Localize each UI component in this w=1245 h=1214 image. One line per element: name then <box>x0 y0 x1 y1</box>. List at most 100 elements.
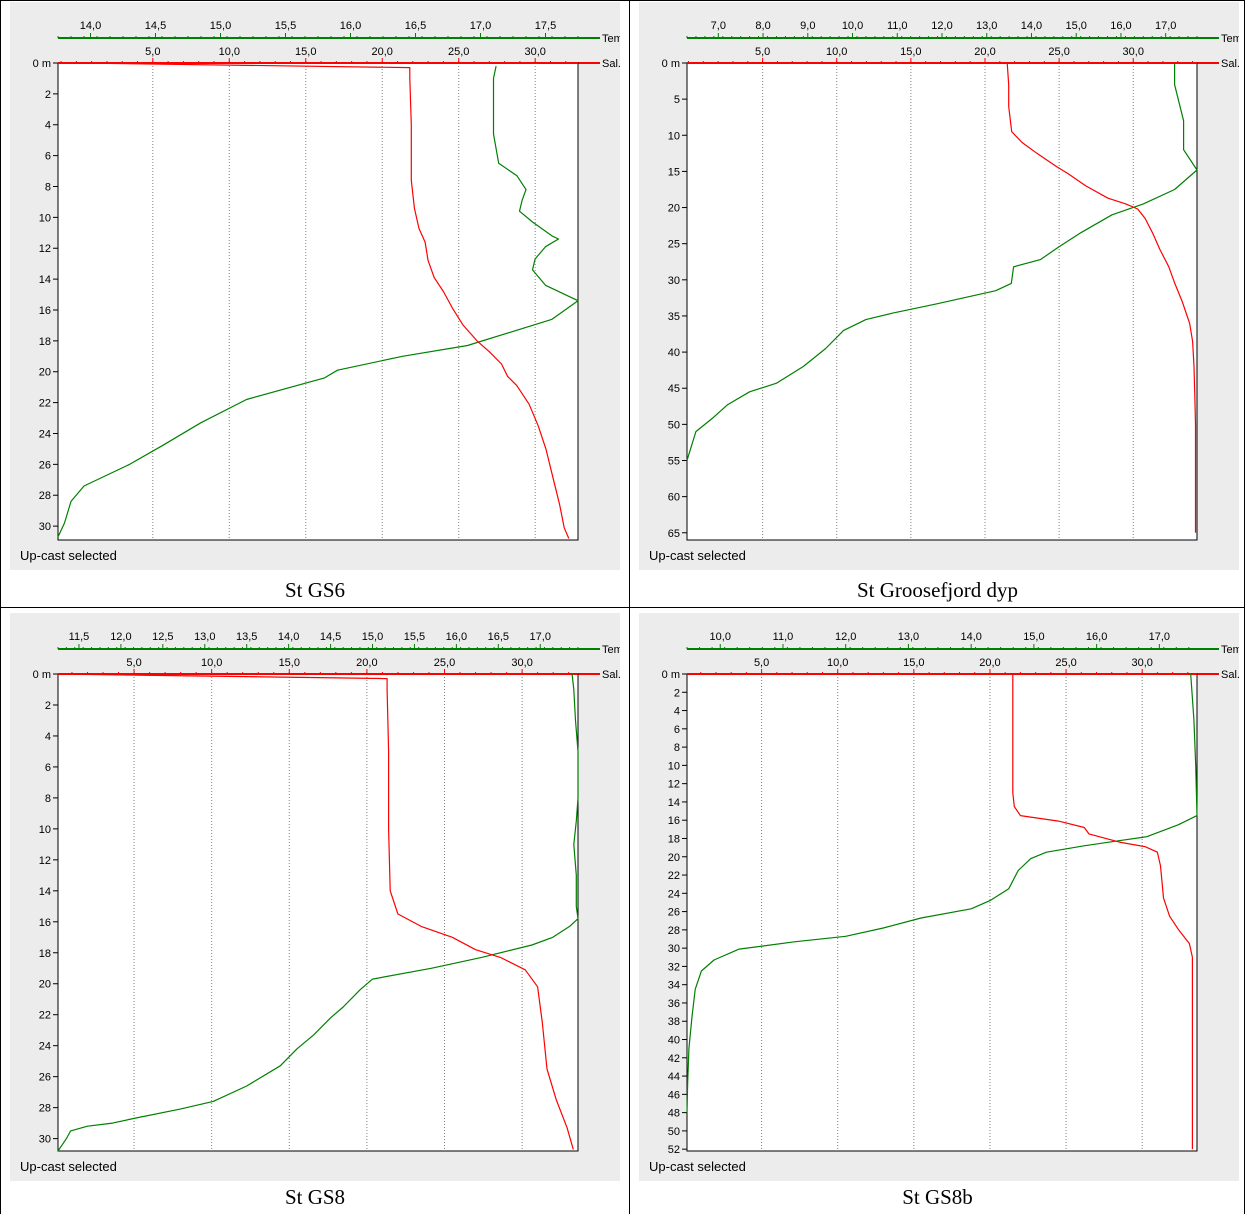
sal-tick-label: 5,0 <box>755 46 770 58</box>
temp-profile-line <box>57 65 579 538</box>
depth-tick-label: 6 <box>45 151 51 163</box>
temp-tick-label: 14,0 <box>80 20 101 32</box>
cell-gs8b: Temp 10,0 11,0 12,0 13,0 14,0 15,0 16,0 17,0 Sal.… <box>630 608 1245 1214</box>
temp-tick-label: 15,0 <box>1065 20 1086 32</box>
temp-tick-label: 16,5 <box>405 20 426 32</box>
temp-tick-label: 10,0 <box>842 20 863 32</box>
temp-tick-label: 13,0 <box>194 631 215 643</box>
temp-tick-label: 7,0 <box>711 20 726 32</box>
ctd-panel-gs6: Temp 14,0 14,5 15,0 15,5 16,0 16,5 17,0 17,5 Sal.… <box>10 2 620 570</box>
temp-tick-label: 16,0 <box>1110 20 1131 32</box>
depth-tick-label: 20 <box>668 203 680 215</box>
cell-gs8: Temp 11,5 12,0 12,5 13,0 13,5 14,0 14,5 15,0 15,5… <box>0 608 630 1214</box>
depth-tick-label: 4 <box>45 731 51 743</box>
depth-tick-label: 30 <box>668 943 680 955</box>
depth-tick-label: 0 m <box>33 669 51 681</box>
temp-tick-label: 17,0 <box>470 20 491 32</box>
depth-tick-label: 22 <box>39 1010 51 1022</box>
depth-tick-label: 34 <box>668 980 680 992</box>
temp-tick-label: 14,0 <box>278 631 299 643</box>
sal-tick-label: 20,0 <box>974 46 995 58</box>
depth-tick-label: 22 <box>39 398 51 410</box>
panel-caption: St GS8 <box>284 1185 346 1209</box>
depth-tick-label: 0 m <box>662 669 680 681</box>
depth-tick-label: 65 <box>668 528 680 540</box>
depth-tick-label: 26 <box>39 459 51 471</box>
depth-tick-label: 30 <box>39 521 51 533</box>
depth-tick-label: 50 <box>668 419 680 431</box>
depth-tick-label: 18 <box>39 948 51 960</box>
depth-tick-label: 30 <box>668 275 680 287</box>
depth-tick-label: 38 <box>668 1016 680 1028</box>
temp-tick-label: 13,5 <box>236 631 257 643</box>
depth-tick-label: 14 <box>39 274 51 286</box>
depth-tick-label: 42 <box>668 1053 680 1065</box>
depth-tick-label: 2 <box>45 700 51 712</box>
upcast-label: Up-cast selected <box>649 1159 746 1174</box>
sal-profile-line <box>76 62 570 539</box>
depth-tick-label: 40 <box>668 347 680 359</box>
depth-tick-label: 12 <box>39 243 51 255</box>
cell-groosefjord: Temp 7,0 8,0 9,0 10,0 11,0 12,0 13,0 14,0 15,0 16,… <box>630 0 1245 608</box>
temp-tick-label: 17,0 <box>1149 631 1170 643</box>
depth-tick-label: 36 <box>668 998 680 1010</box>
temp-tick-label: 12,0 <box>110 631 131 643</box>
depth-tick-label: 20 <box>668 852 680 864</box>
sal-tick-label: 25,0 <box>434 657 455 669</box>
panel-caption: St GS8b <box>902 1185 973 1209</box>
sal-tick-label: 20,0 <box>356 657 377 669</box>
sal-tick-label: 30,0 <box>1131 657 1152 669</box>
sal-profile-line <box>1006 62 1197 533</box>
temp-tick-label: 9,0 <box>800 20 815 32</box>
depth-tick-label: 30 <box>39 1134 51 1146</box>
sal-tick-label: 5,0 <box>754 657 769 669</box>
temp-tick-label: 16,0 <box>1086 631 1107 643</box>
ctd-panel-groosefjord: Temp 7,0 8,0 9,0 10,0 11,0 12,0 13,0 14,0 15,0 16,… <box>639 2 1239 570</box>
temp-tick-label: 11,5 <box>69 631 90 643</box>
sal-axis-label: Sal. <box>602 58 620 70</box>
temp-tick-label: 15,5 <box>404 631 425 643</box>
temp-tick-label: 16,0 <box>340 20 361 32</box>
depth-tick-label: 14 <box>668 797 680 809</box>
sal-tick-label: 10,0 <box>827 657 848 669</box>
sal-profile-line <box>1012 674 1193 1150</box>
depth-tick-label: 60 <box>668 492 680 504</box>
depth-tick-label: 10 <box>668 130 680 142</box>
sal-profile-line <box>57 673 574 1150</box>
sal-tick-label: 15,0 <box>900 46 921 58</box>
upcast-label: Up-cast selected <box>20 548 117 563</box>
temp-axis-label: Temp <box>602 644 620 656</box>
depth-tick-label: 16 <box>39 917 51 929</box>
temp-profile-line <box>57 673 579 1152</box>
depth-tick-label: 8 <box>674 742 680 754</box>
sal-tick-label: 20,0 <box>372 46 393 58</box>
depth-tick-label: 20 <box>39 367 51 379</box>
sal-tick-label: 30,0 <box>1123 46 1144 58</box>
temp-tick-label: 12,5 <box>152 631 173 643</box>
depth-tick-label: 6 <box>45 762 51 774</box>
sal-tick-label: 5,0 <box>126 657 141 669</box>
depth-tick-label: 28 <box>668 925 680 937</box>
depth-tick-label: 10 <box>39 212 51 224</box>
temp-tick-label: 15,0 <box>362 631 383 643</box>
temp-axis-label: Temp <box>1221 644 1239 656</box>
depth-tick-label: 12 <box>39 855 51 867</box>
depth-tick-label: 4 <box>674 706 680 718</box>
temp-tick-label: 13,0 <box>898 631 919 643</box>
depth-tick-label: 35 <box>668 311 680 323</box>
depth-tick-label: 8 <box>45 181 51 193</box>
temp-tick-label: 16,5 <box>488 631 509 643</box>
temp-tick-label: 14,0 <box>1021 20 1042 32</box>
depth-tick-label: 22 <box>668 870 680 882</box>
temp-tick-label: 14,5 <box>320 631 341 643</box>
temp-axis-label: Temp <box>1221 33 1239 45</box>
depth-tick-label: 16 <box>39 305 51 317</box>
plot-area <box>58 63 578 540</box>
temp-profile-line <box>686 673 1198 1113</box>
depth-tick-label: 24 <box>39 1041 51 1053</box>
sal-tick-label: 15,0 <box>903 657 924 669</box>
temp-profile-line <box>686 63 1198 461</box>
sal-tick-label: 10,0 <box>219 46 240 58</box>
plot-area <box>687 674 1197 1151</box>
depth-tick-label: 26 <box>39 1072 51 1084</box>
